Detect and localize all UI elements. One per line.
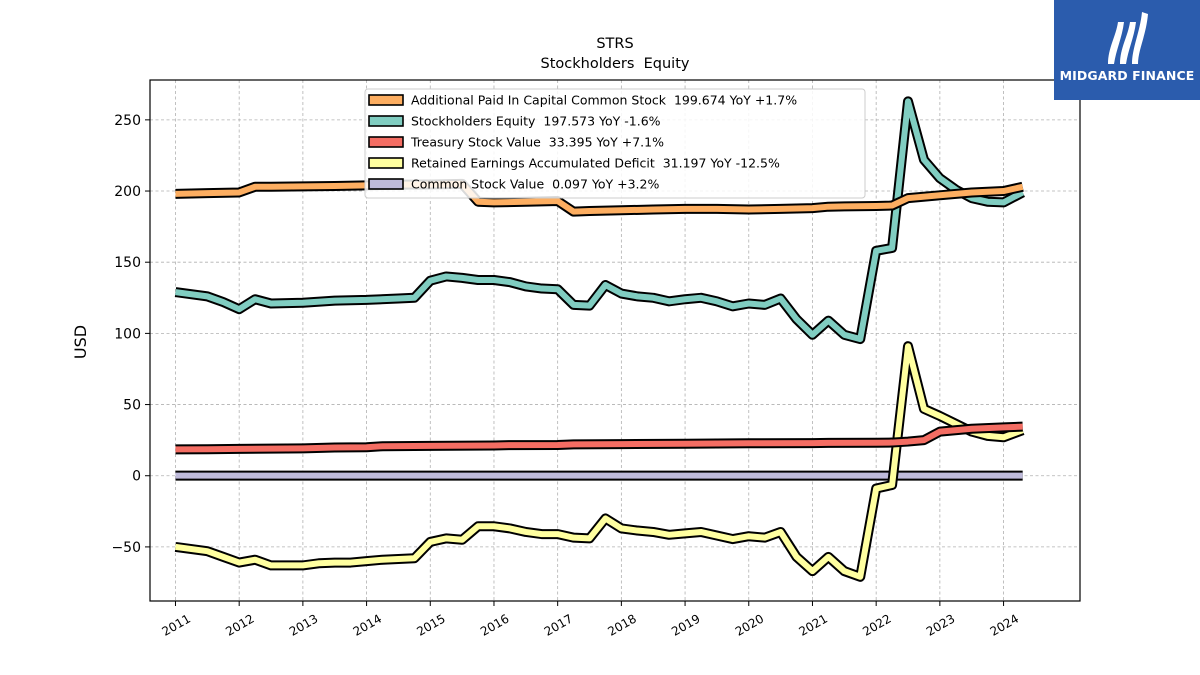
x-tick-label: 2011 (160, 611, 193, 638)
plot-frame (149, 79, 1081, 602)
x-tick-label: 2014 (351, 611, 384, 638)
series-line (175, 423, 1023, 453)
x-tick-label: 2020 (733, 611, 766, 638)
legend-swatch (368, 178, 404, 190)
x-tick-label: 2024 (988, 611, 1021, 638)
x-tick-label: 2018 (605, 611, 638, 638)
y-tick-label: −50 (111, 540, 141, 556)
series-line (175, 343, 1024, 580)
legend-label: Retained Earnings Accumulated Deficit 31… (411, 156, 780, 171)
x-tick-label: 2021 (797, 611, 830, 638)
legend-label: Common Stock Value 0.097 YoY +3.2% (411, 177, 659, 192)
midgard-logo-icon (1108, 12, 1148, 64)
legend-label: Additional Paid In Capital Common Stock … (411, 93, 797, 108)
series-line (175, 180, 1024, 215)
legend-box (364, 88, 866, 199)
legend-swatch (368, 115, 404, 127)
series-layer (174, 96, 1025, 582)
chart-subtitle: Stockholders Equity (541, 56, 690, 72)
y-tick-label: 50 (123, 398, 141, 414)
y-tick-label: 100 (114, 326, 141, 342)
x-tick-label: 2023 (924, 611, 957, 638)
x-tick-label: 2019 (669, 611, 702, 638)
x-tick-label: 2016 (478, 611, 511, 638)
legend-swatch (368, 94, 404, 106)
legend-label: Treasury Stock Value 33.395 YoY +7.1% (410, 135, 664, 150)
y-tick-label: 200 (114, 184, 141, 200)
x-tick-label: 2017 (542, 611, 575, 638)
brand-logo: MIDGARD FINANCE (1054, 0, 1200, 100)
y-tick-label: 250 (114, 113, 141, 129)
legend: Additional Paid In Capital Common Stock … (364, 88, 866, 199)
legend-label: Stockholders Equity 197.573 YoY -1.6% (411, 114, 661, 129)
y-tick-label: 150 (114, 255, 141, 271)
y-axis-label: USD (71, 325, 90, 359)
series-line (175, 98, 1025, 343)
x-tick-label: 2012 (223, 611, 256, 638)
x-tick-label: 2022 (860, 611, 893, 638)
brand-name: MIDGARD FINANCE (1059, 68, 1195, 83)
y-tick-label: 0 (132, 469, 141, 485)
x-tick-label: 2015 (414, 611, 447, 638)
x-tick-label: 2013 (287, 611, 320, 638)
legend-swatch (368, 157, 404, 169)
legend-swatch (368, 136, 404, 148)
chart-title: STRS (596, 36, 633, 52)
